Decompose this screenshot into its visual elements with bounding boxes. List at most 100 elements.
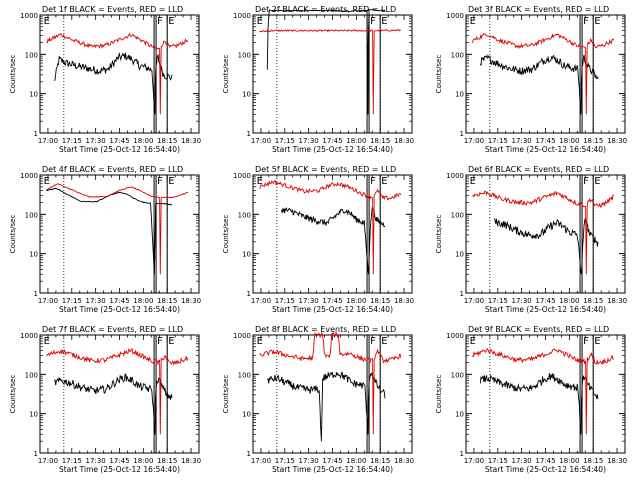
x-tick-label: 17:30 (299, 457, 319, 465)
x-tick-label: 17:45 (109, 297, 129, 305)
x-axis-label: Start Time (25-Oct-12 16:54:40) (272, 305, 393, 314)
x-tick-label: 17:00 (464, 457, 484, 465)
x-tick-label: 17:00 (38, 137, 58, 145)
y-tick-label: 10 (29, 91, 38, 99)
plot-frame (39, 14, 200, 134)
x-tick-label: 17:15 (62, 457, 82, 465)
x-tick-label: 17:15 (62, 137, 82, 145)
lld-series-line (46, 32, 189, 115)
x-tick-label: 17:30 (512, 137, 532, 145)
x-tick-label: 17:15 (275, 297, 295, 305)
flag-label: F (157, 176, 163, 187)
y-axis-label: Counts/sec (435, 55, 443, 94)
flag-label: E (594, 176, 600, 187)
flag-label: E (381, 336, 387, 347)
y-axis-label: Counts/sec (435, 215, 443, 254)
x-tick-label: 17:15 (275, 457, 295, 465)
y-tick-label: 1 (247, 450, 251, 458)
panel-title: Det 2f BLACK = Events, RED = LLD (255, 5, 396, 14)
y-tick-label: 1 (34, 290, 38, 298)
y-tick-label: 1000 (446, 12, 464, 20)
x-tick-label: 18:15 (370, 137, 390, 145)
y-tick-label: 1 (34, 130, 38, 138)
y-tick-label: 100 (238, 211, 251, 219)
x-tick-label: 17:00 (251, 137, 271, 145)
x-tick-label: 17:00 (464, 137, 484, 145)
y-tick-label: 10 (242, 91, 251, 99)
events-series-line (494, 218, 599, 275)
y-tick-label: 1000 (446, 172, 464, 180)
panel-title: Det 5f BLACK = Events, RED = LLD (255, 165, 396, 174)
y-tick-label: 10 (29, 411, 38, 419)
x-tick-label: 17:00 (251, 457, 271, 465)
x-tick-label: 17:15 (488, 297, 508, 305)
y-tick-label: 10 (455, 91, 464, 99)
panel-title: Det 3f BLACK = Events, RED = LLD (468, 5, 609, 14)
events-series-line (53, 373, 173, 435)
flag-label: F (157, 16, 163, 27)
y-axis-label: Counts/sec (9, 55, 17, 94)
y-tick-label: 1000 (233, 332, 251, 340)
x-tick-label: 18:30 (394, 137, 414, 145)
y-tick-label: 100 (25, 51, 38, 59)
y-tick-label: 10 (29, 251, 38, 259)
x-axis-label: Start Time (25-Oct-12 16:54:40) (59, 465, 180, 474)
lld-series-line (46, 347, 189, 435)
x-axis-label: Start Time (25-Oct-12 16:54:40) (485, 145, 606, 154)
x-axis-label: Start Time (25-Oct-12 16:54:40) (272, 465, 393, 474)
flag-label: E (381, 176, 387, 187)
x-tick-label: 18:15 (583, 457, 603, 465)
y-tick-label: 1 (247, 290, 251, 298)
flag-label: E (168, 16, 174, 27)
panel-title: Det 9f BLACK = Events, RED = LLD (468, 325, 609, 334)
y-tick-label: 1 (247, 130, 251, 138)
panel-title: Det 6f BLACK = Events, RED = LLD (468, 165, 609, 174)
plot-frame (465, 174, 626, 294)
x-tick-label: 18:30 (394, 297, 414, 305)
x-tick-label: 18:30 (181, 137, 201, 145)
x-tick-label: 18:00 (346, 137, 366, 145)
y-tick-label: 100 (451, 371, 464, 379)
lld-series-line (259, 29, 402, 115)
x-tick-label: 17:45 (322, 457, 342, 465)
y-axis-label: Counts/sec (222, 375, 230, 414)
x-tick-label: 18:15 (370, 297, 390, 305)
events-series-line (267, 371, 386, 442)
y-tick-label: 100 (451, 51, 464, 59)
y-tick-label: 1 (460, 130, 464, 138)
lld-series-line (46, 183, 188, 275)
events-series-line (479, 373, 599, 435)
x-tick-label: 18:00 (346, 457, 366, 465)
y-axis-label: Counts/sec (435, 375, 443, 414)
y-axis-label: Counts/sec (9, 215, 17, 254)
panel-title: Det 4f BLACK = Events, RED = LLD (42, 165, 183, 174)
flag-label: E (470, 176, 476, 187)
y-tick-label: 1000 (20, 172, 38, 180)
panel-title: Det 7f BLACK = Events, RED = LLD (42, 325, 183, 334)
flag-label: F (583, 336, 589, 347)
x-tick-label: 17:30 (512, 457, 532, 465)
flag-label: F (370, 16, 376, 27)
lld-series-line (259, 331, 402, 435)
y-tick-label: 1 (34, 450, 38, 458)
x-axis-label: Start Time (25-Oct-12 16:54:40) (59, 305, 180, 314)
x-tick-label: 17:00 (251, 297, 271, 305)
x-tick-label: 18:00 (133, 457, 153, 465)
y-tick-label: 1000 (446, 332, 464, 340)
x-tick-label: 18:00 (559, 137, 579, 145)
x-tick-label: 18:15 (157, 297, 177, 305)
x-tick-label: 17:30 (299, 137, 319, 145)
x-tick-label: 18:15 (157, 457, 177, 465)
y-tick-label: 1000 (233, 172, 251, 180)
flag-label: E (44, 16, 50, 27)
y-tick-label: 10 (242, 251, 251, 259)
y-tick-label: 1000 (233, 12, 251, 20)
flag-label: E (257, 176, 263, 187)
